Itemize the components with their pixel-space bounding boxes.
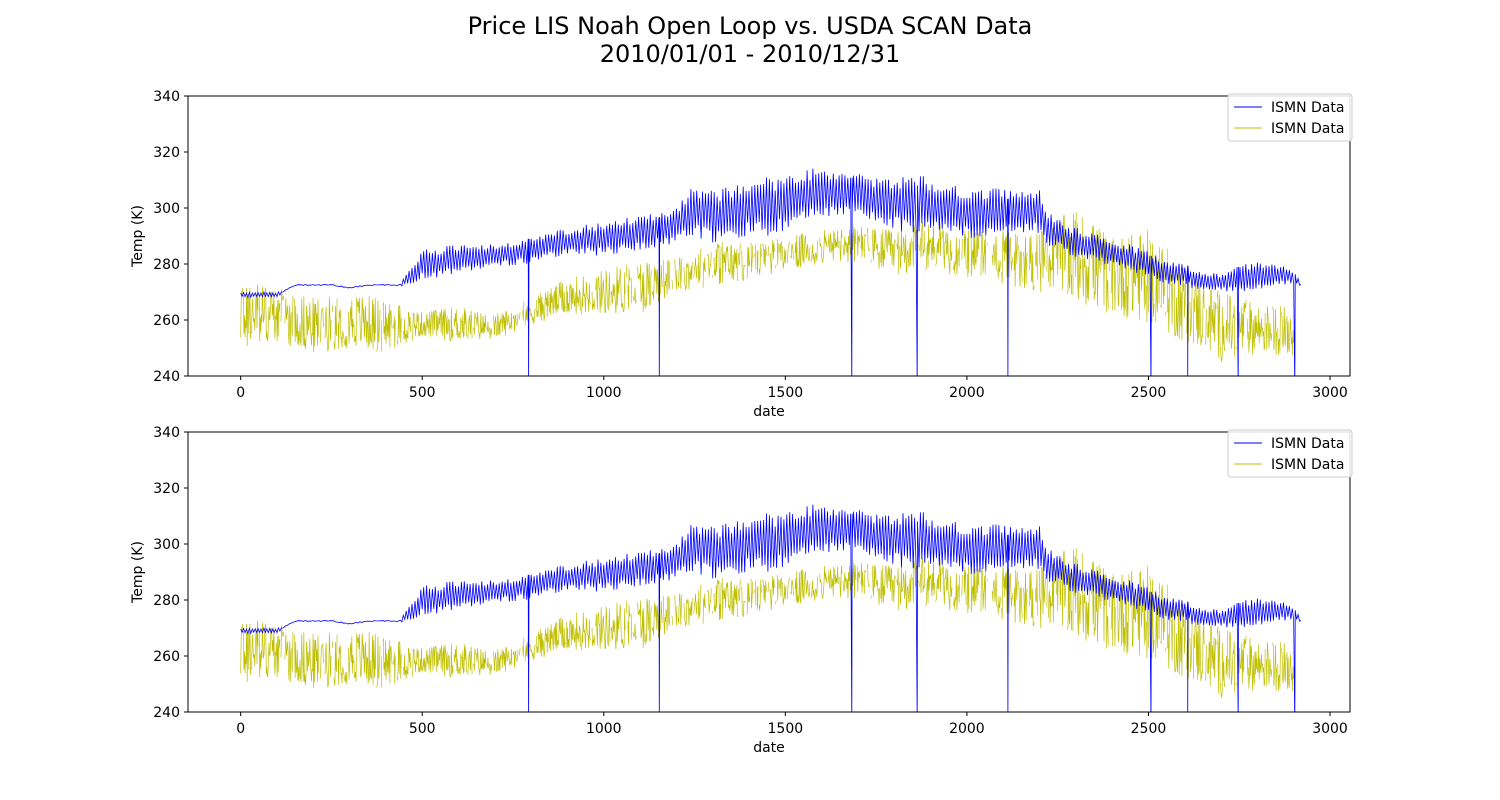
y-tick-label: 300 [153, 537, 180, 553]
subplot-top: 0 500 1000 1500 2000 2500 3000 240 260 280 300 320 3… [130, 89, 1353, 420]
legend-box [1227, 93, 1353, 142]
x-tick-label: 1500 [768, 721, 804, 737]
legend: ISMN Data ISMN Data [1227, 93, 1353, 142]
y-tick-label: 260 [153, 649, 180, 665]
chart-title-line1: Price LIS Noah Open Loop vs. USDA SCAN D… [467, 12, 1033, 40]
y-tick-label: 240 [153, 369, 180, 385]
x-tick-label: 1000 [586, 721, 622, 737]
x-tick-label: 2000 [949, 721, 985, 737]
x-tick-label: 0 [236, 385, 245, 401]
x-tick-label: 500 [409, 721, 436, 737]
legend: ISMN Data ISMN Data [1227, 429, 1353, 478]
axes-frame [187, 95, 1351, 377]
y-tick-label: 320 [153, 145, 180, 161]
x-tick-label: 1500 [768, 385, 804, 401]
y-axis-label: Temp (K) [130, 205, 146, 268]
x-tick-label: 2500 [1131, 721, 1167, 737]
y-axis-label: Temp (K) [130, 541, 146, 604]
legend-box [1227, 429, 1353, 478]
legend-entry-label: ISMN Data [1271, 121, 1344, 137]
plot-area [240, 168, 1302, 376]
legend-entry-label: ISMN Data [1271, 457, 1344, 473]
x-tick-label: 0 [236, 721, 245, 737]
x-tick-label: 2000 [949, 385, 985, 401]
y-tick-label: 300 [153, 201, 180, 217]
y-tick-label: 240 [153, 705, 180, 721]
y-tick-label: 340 [153, 425, 180, 441]
chart-title-line2: 2010/01/01 - 2010/12/31 [599, 40, 901, 68]
legend-entry-label: ISMN Data [1271, 100, 1344, 116]
subplot-bottom: 0 500 1000 1500 2000 2500 3000 240 260 280 300 320 3… [130, 425, 1353, 756]
x-axis-label: date [753, 404, 785, 420]
legend-entry-label: ISMN Data [1271, 436, 1344, 452]
series-ismn-blue-line [240, 504, 1302, 712]
axes-frame [187, 431, 1351, 713]
x-tick-label: 3000 [1312, 721, 1348, 737]
series-ismn-blue-line [240, 168, 1302, 376]
x-tick-label: 500 [409, 385, 436, 401]
y-tick-label: 320 [153, 481, 180, 497]
plot-area [240, 504, 1302, 712]
x-tick-label: 1000 [586, 385, 622, 401]
y-tick-label: 280 [153, 593, 180, 609]
x-tick-label: 3000 [1312, 385, 1348, 401]
y-tick-label: 280 [153, 257, 180, 273]
x-tick-label: 2500 [1131, 385, 1167, 401]
y-tick-label: 340 [153, 89, 180, 105]
x-axis-label: date [753, 740, 785, 756]
y-tick-label: 260 [153, 313, 180, 329]
